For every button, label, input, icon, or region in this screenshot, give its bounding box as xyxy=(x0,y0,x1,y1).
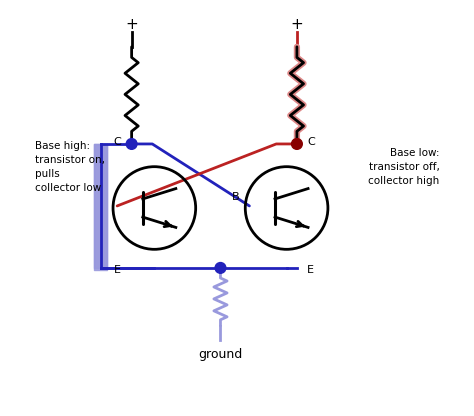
Text: ground: ground xyxy=(198,349,243,362)
Text: Base low:
transistor off,
collector high: Base low: transistor off, collector high xyxy=(368,148,439,186)
Text: +: + xyxy=(291,17,303,32)
Circle shape xyxy=(126,139,137,149)
Text: B: B xyxy=(231,192,239,202)
Text: +: + xyxy=(125,17,138,32)
Text: E: E xyxy=(114,265,121,275)
Text: C: C xyxy=(114,137,121,147)
Circle shape xyxy=(292,139,302,149)
Text: E: E xyxy=(307,265,314,275)
Text: Base high:
transistor on,
pulls
collector low: Base high: transistor on, pulls collecto… xyxy=(35,141,105,193)
Circle shape xyxy=(215,262,226,273)
Text: C: C xyxy=(307,137,315,147)
